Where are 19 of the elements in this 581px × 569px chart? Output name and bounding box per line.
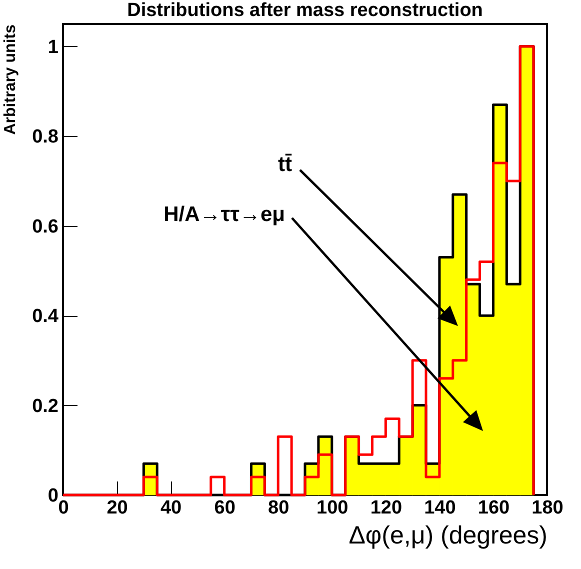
y-tick-label: 0.2 — [32, 396, 58, 417]
x-tick-label: 20 — [106, 498, 128, 518]
y-tick-label: 0.6 — [32, 216, 58, 238]
y-tick-label: 1 — [48, 36, 59, 58]
x-tick-label: 80 — [268, 498, 290, 518]
x-axis-title: Δφ(e,μ) (degrees) — [348, 522, 548, 550]
annotation: tt̄ — [278, 153, 292, 176]
x-tick-label: 160 — [478, 498, 510, 518]
x-tick-label: 60 — [214, 498, 236, 518]
x-tick-label: 120 — [370, 498, 402, 518]
chart-title: Distributions after mass reconstruction — [127, 0, 483, 21]
x-tick-label: 140 — [424, 498, 456, 518]
x-tick-label: 40 — [160, 498, 182, 518]
y-tick-label: 0.8 — [32, 126, 58, 148]
annotation: H/A→ττ→eμ — [164, 203, 285, 226]
y-tick-label: 0.4 — [32, 306, 59, 328]
x-tick-label: 100 — [316, 498, 348, 518]
y-axis-title: Arbitrary units — [2, 24, 20, 135]
x-tick-label: 180 — [532, 498, 564, 518]
